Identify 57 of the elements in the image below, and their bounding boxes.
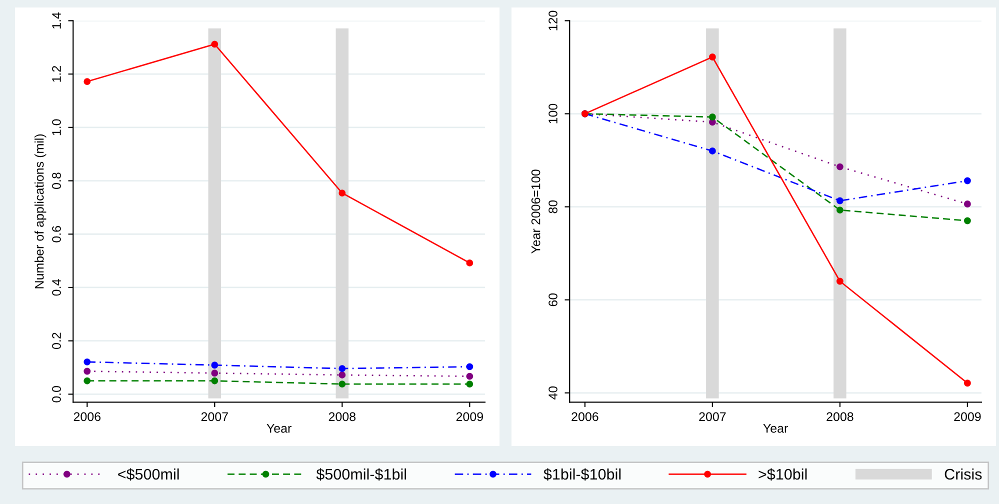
y-tick-label: 120 bbox=[548, 10, 558, 30]
x-tick-label: 2006 bbox=[572, 412, 598, 422]
x-axis-title: Year bbox=[763, 424, 788, 433]
legend-label: <$500mil bbox=[118, 468, 179, 481]
point bbox=[211, 370, 218, 377]
point bbox=[466, 380, 474, 388]
x-tick-label: 2009 bbox=[954, 412, 981, 422]
y-tick-label: 1.2 bbox=[52, 66, 61, 82]
point bbox=[84, 368, 91, 375]
x-tick-label: 2008 bbox=[328, 412, 356, 422]
y-tick-label: 0.0 bbox=[52, 386, 61, 402]
point bbox=[338, 372, 346, 378]
y-axis-title: Year 2006=100 bbox=[531, 170, 540, 254]
x-tick-label: 2007 bbox=[201, 412, 228, 422]
y-tick-label: 1.4 bbox=[52, 12, 61, 28]
point bbox=[964, 217, 971, 224]
y-tick-label: 0.2 bbox=[52, 332, 61, 350]
y-tick-label: 1.0 bbox=[52, 119, 61, 136]
point bbox=[836, 206, 844, 214]
legend-label: $500mil-$1bil bbox=[316, 468, 406, 481]
point bbox=[466, 259, 474, 266]
y-axis-title: Number of applications (mil) bbox=[34, 134, 46, 288]
point bbox=[836, 197, 844, 204]
legend-label: >$10bil bbox=[758, 468, 807, 481]
y-tick-label: 60 bbox=[548, 293, 558, 306]
x-tick-label: 2008 bbox=[826, 412, 854, 422]
point bbox=[466, 363, 474, 370]
point bbox=[84, 78, 91, 86]
point bbox=[708, 114, 716, 120]
point bbox=[836, 163, 844, 170]
y-tick-label: 0.6 bbox=[52, 226, 61, 242]
legend-label: $1bil-$10bil bbox=[544, 468, 621, 481]
point bbox=[708, 148, 716, 154]
y-tick-label: 80 bbox=[548, 200, 558, 214]
point bbox=[84, 358, 91, 366]
point bbox=[964, 177, 971, 184]
y-tick-label: 0.4 bbox=[52, 279, 61, 296]
point bbox=[338, 380, 346, 388]
point bbox=[836, 278, 844, 285]
x-axis-title: Year bbox=[266, 424, 292, 433]
x-tick-label: 2009 bbox=[456, 412, 483, 422]
point bbox=[964, 380, 971, 387]
y-tick-label: 100 bbox=[548, 104, 558, 124]
y-tick-label: 0.8 bbox=[52, 172, 61, 189]
point bbox=[211, 40, 218, 48]
point bbox=[211, 377, 218, 384]
y-tick-label: 40 bbox=[548, 386, 558, 400]
legend-label: Crisis bbox=[944, 468, 982, 480]
point bbox=[338, 365, 346, 372]
point bbox=[84, 377, 91, 384]
x-tick-label: 2007 bbox=[699, 412, 726, 422]
point bbox=[964, 200, 971, 208]
point bbox=[708, 54, 716, 60]
point bbox=[211, 362, 218, 369]
point bbox=[466, 372, 474, 380]
x-tick-label: 2006 bbox=[74, 412, 101, 422]
point bbox=[338, 190, 346, 197]
